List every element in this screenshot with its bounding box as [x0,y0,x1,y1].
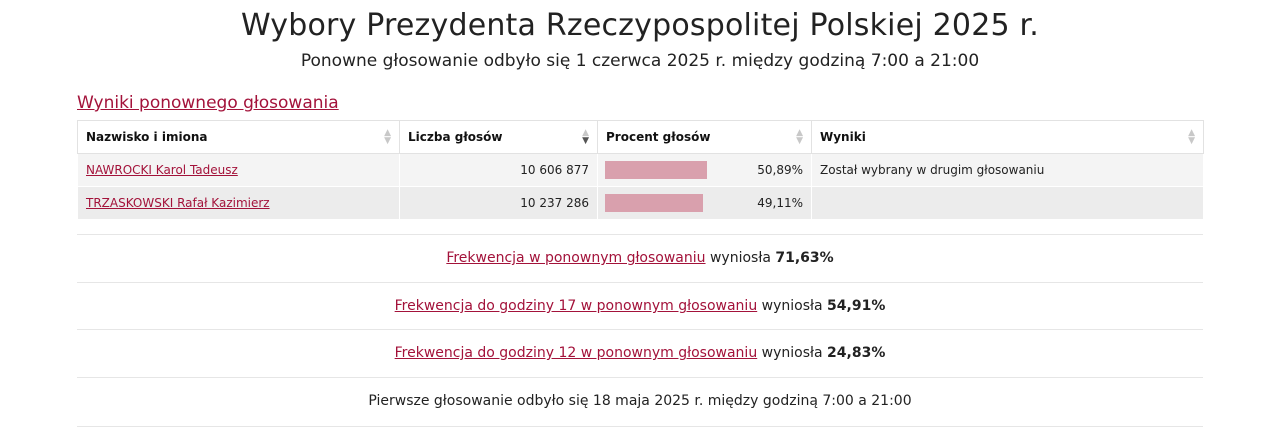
column-header-label: Wyniki [820,130,866,144]
turnout-row: Frekwencja do godziny 12 w ponownym głos… [77,329,1203,378]
turnout-link[interactable]: Frekwencja do godziny 12 w ponownym głos… [394,345,758,361]
candidate-name-cell: TRZASKOWSKI Rafał Kazimierz [77,186,400,220]
sort-desc-icon[interactable]: ▲ ▼ [582,128,589,146]
turnout-text: wyniosła [761,298,823,314]
column-header-result[interactable]: Wyniki ▲ ▼ [811,120,1204,154]
column-header-votes[interactable]: Liczba głosów ▲ ▼ [399,120,598,154]
candidate-link[interactable]: TRZASKOWSKI Rafał Kazimierz [86,196,270,210]
turnout-row: Frekwencja w ponownym głosowaniu wyniosł… [77,234,1203,283]
table-header-row: Nazwisko i imiona ▲ ▼ Liczba głosów ▲ ▼ Pr… [77,120,1204,154]
percent-value: 50,89% [757,163,803,177]
result-cell: Został wybrany w drugim głosowaniu [811,153,1204,187]
sort-icon[interactable]: ▲ ▼ [1188,128,1195,146]
votes-cell: 10 606 877 [399,153,598,187]
candidate-name-cell: NAWROCKI Karol Tadeusz [77,153,400,187]
turnout-text: wyniosła [761,345,823,361]
turnout-link[interactable]: Frekwencja w ponownym głosowaniu [446,250,706,266]
percent-cell: 49,11% [597,186,812,220]
results-table: Nazwisko i imiona ▲ ▼ Liczba głosów ▲ ▼ Pr… [77,120,1204,220]
column-header-name[interactable]: Nazwisko i imiona ▲ ▼ [77,120,400,154]
column-header-percent[interactable]: Procent głosów ▲ ▼ [597,120,812,154]
turnout-value: 54,91% [827,298,886,314]
percent-value: 49,11% [757,196,803,210]
table-row: TRZASKOWSKI Rafał Kazimierz 10 237 286 4… [77,186,1204,220]
page-title: Wybory Prezydenta Rzeczypospolitej Polsk… [240,8,1040,43]
candidate-link[interactable]: NAWROCKI Karol Tadeusz [86,163,238,177]
turnout-value: 24,83% [827,345,886,361]
percent-bar [605,161,707,179]
column-header-label: Nazwisko i imiona [86,130,208,144]
percent-bar [605,194,703,212]
column-header-label: Liczba głosów [408,130,503,144]
sort-icon[interactable]: ▲ ▼ [796,128,803,146]
first-round-note: Pierwsze głosowanie odbyło się 18 maja 2… [77,377,1203,427]
table-row: NAWROCKI Karol Tadeusz 10 606 877 50,89%… [77,153,1204,187]
turnout-text: wyniosła [709,250,771,266]
percent-cell: 50,89% [597,153,812,187]
turnout-link[interactable]: Frekwencja do godziny 17 w ponownym głos… [394,298,758,314]
results-section-link[interactable]: Wyniki ponownego głosowania [77,93,339,113]
turnout-value: 71,63% [775,250,834,266]
sort-icon[interactable]: ▲ ▼ [384,128,391,146]
votes-cell: 10 237 286 [399,186,598,220]
column-header-label: Procent głosów [606,130,711,144]
turnout-row: Frekwencja do godziny 17 w ponownym głos… [77,282,1203,330]
page-subtitle: Ponowne głosowanie odbyło się 1 czerwca … [300,51,980,71]
footer-note: Pierwsze głosowanie odbyło się 18 maja 2… [368,393,912,409]
result-cell [811,186,1204,220]
